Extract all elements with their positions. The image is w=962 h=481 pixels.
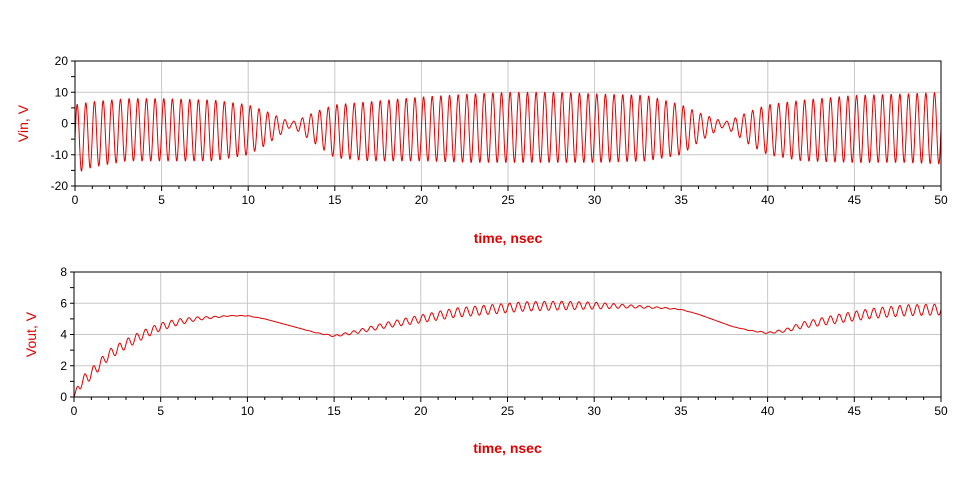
y-tick-label: -20: [51, 179, 69, 193]
vout-trace: [73, 300, 942, 398]
x-tick-label: 20: [414, 404, 428, 418]
vout-y-tick-labels: 0 2 4 6 8: [60, 265, 67, 404]
x-tick-label: 15: [327, 404, 341, 418]
y-tick-label: 10: [55, 85, 69, 99]
y-tick-label: 6: [60, 296, 67, 310]
vout-grid: [73, 271, 942, 398]
vin-plot-frame: [74, 60, 942, 187]
x-tick-label: 45: [848, 193, 862, 207]
vout-plot: 0 5 10 15 20 25 30 35 40 45 50 0 2 4 6 8 time, nsec Vo…: [23, 265, 948, 456]
x-tick-label: 5: [157, 404, 164, 418]
vout-x-tick-labels: 0 5 10 15 20 25 30 35 40 45 50: [71, 404, 948, 418]
x-tick-label: 25: [501, 404, 515, 418]
vin-trace: [74, 92, 942, 172]
vout-minor-ticks: [70, 271, 942, 402]
vin-y-tick-labels: -20 -10 0 10 20: [51, 54, 69, 193]
y-tick-label: 0: [61, 117, 68, 131]
y-tick-label: 0: [60, 390, 67, 404]
x-tick-label: 40: [761, 193, 775, 207]
y-tick-label: 20: [55, 54, 69, 68]
x-tick-label: 50: [934, 193, 948, 207]
vout-x-axis-title: time, nsec: [473, 440, 542, 456]
x-tick-label: 40: [761, 404, 775, 418]
x-tick-label: 35: [675, 193, 689, 207]
y-tick-label: 4: [60, 328, 67, 342]
x-tick-label: 5: [158, 193, 165, 207]
x-tick-label: 50: [934, 404, 948, 418]
x-tick-label: 25: [501, 193, 515, 207]
vin-x-tick-labels: 0 5 10 15 20 25 30 35 40 45 50: [72, 193, 948, 207]
y-tick-label: 8: [60, 265, 67, 279]
x-tick-label: 45: [848, 404, 862, 418]
x-tick-label: 10: [242, 193, 256, 207]
vin-y-axis-title: Vin, V: [15, 104, 31, 142]
vout-plot-frame: [73, 271, 942, 398]
y-tick-label: 2: [60, 359, 67, 373]
x-tick-label: 30: [588, 193, 602, 207]
x-tick-label: 0: [72, 193, 79, 207]
x-tick-label: 10: [241, 404, 255, 418]
x-tick-label: 15: [328, 193, 342, 207]
x-tick-label: 35: [674, 404, 688, 418]
vin-plot: 0 5 10 15 20 25 30 35 40 45 50 -20 -10 0 10 20 time, n…: [15, 54, 948, 246]
vin-x-axis-title: time, nsec: [474, 230, 543, 246]
x-tick-label: 30: [588, 404, 602, 418]
vout-y-axis-title: Vout, V: [23, 311, 39, 357]
vin-minor-ticks: [71, 60, 942, 191]
x-tick-label: 0: [71, 404, 78, 418]
x-tick-label: 20: [415, 193, 429, 207]
y-tick-label: -10: [51, 148, 69, 162]
